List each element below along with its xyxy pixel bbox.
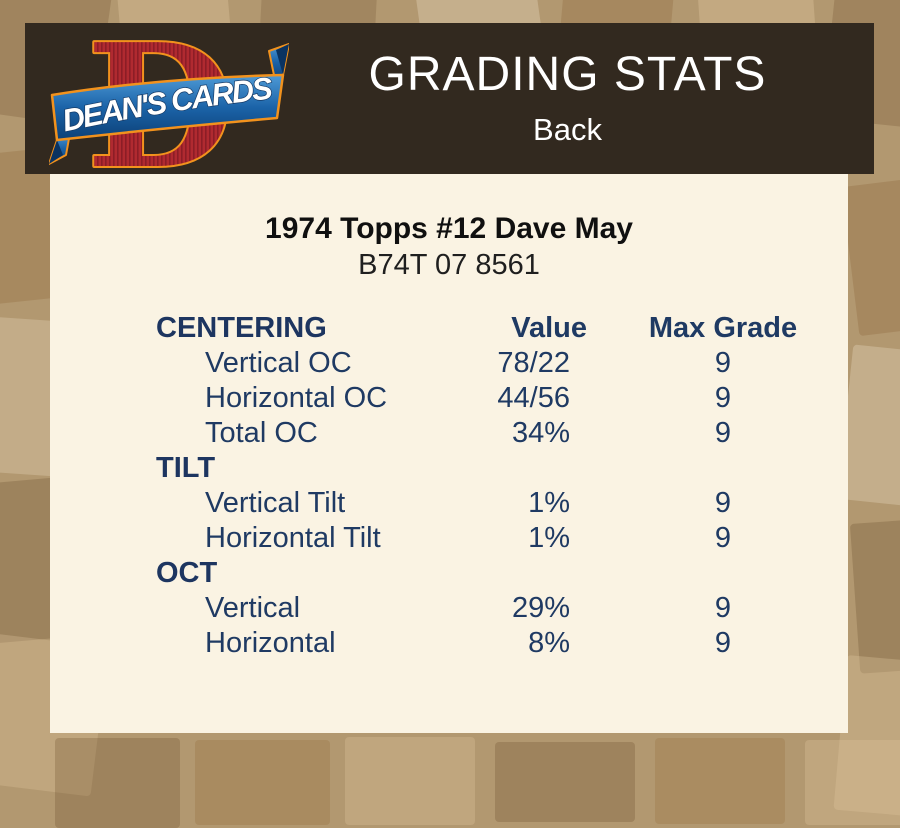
content-panel: 1974 Topps #12 Dave May B74T 07 8561 CEN…: [50, 174, 848, 733]
table-row: Vertical 29% 9: [156, 591, 859, 626]
section-label-oct: OCT: [156, 557, 218, 589]
row-max-grade: 9: [714, 417, 732, 449]
background-card: [495, 742, 635, 822]
table-row: Horizontal 8% 9: [156, 626, 859, 661]
section-label-tilt: TILT: [156, 452, 216, 484]
row-max-grade: 9: [714, 487, 732, 519]
column-header-max-grade: Max Grade: [648, 312, 798, 344]
ribbon-left-fold: [49, 140, 63, 164]
row-label: Total OC: [205, 417, 318, 449]
row-max-grade: 9: [714, 522, 732, 554]
row-value: 34%: [511, 417, 570, 449]
row-value: 44/56: [497, 382, 570, 414]
row-max-grade: 9: [714, 592, 732, 624]
table-row: Vertical Tilt 1% 9: [156, 486, 859, 521]
empty-cell: [466, 451, 587, 486]
background-card: [195, 740, 330, 825]
row-value: 29%: [511, 592, 570, 624]
row-value: 1%: [528, 487, 570, 519]
row-label: Vertical: [205, 592, 301, 624]
row-label: Horizontal: [205, 627, 336, 659]
table-row: Horizontal Tilt 1% 9: [156, 521, 859, 556]
row-label: Horizontal Tilt: [205, 522, 381, 554]
empty-cell: [587, 556, 859, 591]
grading-stats-table: CENTERING Value Max Grade Vertical OC 78…: [156, 311, 859, 661]
column-header-value: Value: [511, 312, 587, 344]
card-serial-number: B74T 07 8561: [358, 249, 540, 281]
background-card: [805, 740, 900, 825]
table-row: Vertical OC 78/22 9: [156, 346, 859, 381]
background-card: [345, 737, 475, 825]
empty-cell: [587, 451, 859, 486]
table-header-row: CENTERING Value Max Grade: [156, 311, 859, 346]
row-value: 8%: [528, 627, 570, 659]
ribbon-band: [50, 73, 285, 142]
card-title: 1974 Topps #12 Dave May: [265, 212, 633, 245]
header-text-block: GRADING STATS Back: [261, 23, 874, 174]
table-row: Total OC 34% 9: [156, 416, 859, 451]
table-section-row: TILT: [156, 451, 859, 486]
row-label: Horizontal OC: [205, 382, 388, 414]
row-max-grade: 9: [714, 382, 732, 414]
background-card: [655, 738, 785, 824]
header-bar: D DEAN'S CARDS GRADING STATS Back: [25, 23, 874, 174]
table-row: Horizontal OC 44/56 9: [156, 381, 859, 416]
section-label-centering: CENTERING: [156, 312, 327, 344]
row-max-grade: 9: [714, 347, 732, 379]
side-label: Back: [533, 111, 602, 147]
ribbon-right-fold: [276, 44, 289, 75]
row-value: 78/22: [497, 347, 570, 379]
deans-cards-logo[interactable]: D DEAN'S CARDS: [49, 37, 289, 173]
table-section-row: OCT: [156, 556, 859, 591]
row-label: Vertical OC: [205, 347, 352, 379]
row-max-grade: 9: [714, 627, 732, 659]
row-value: 1%: [528, 522, 570, 554]
background-card: [55, 738, 180, 828]
row-label: Vertical Tilt: [205, 487, 346, 519]
empty-cell: [466, 556, 587, 591]
page-title: GRADING STATS: [368, 47, 767, 101]
